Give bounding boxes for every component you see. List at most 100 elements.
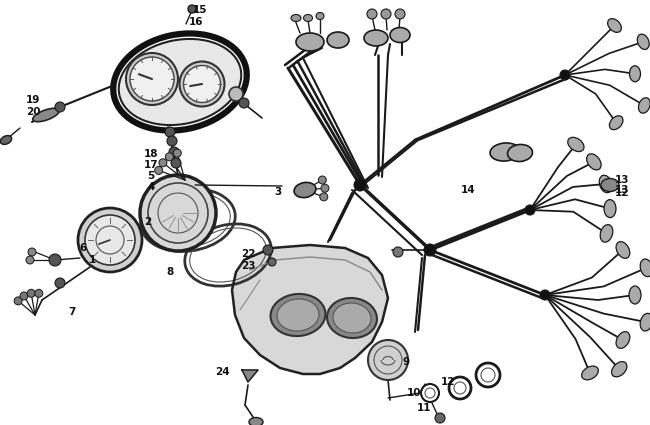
- Text: 19: 19: [26, 95, 40, 105]
- Circle shape: [174, 149, 181, 157]
- Ellipse shape: [600, 224, 613, 242]
- Text: 2: 2: [144, 217, 151, 227]
- Circle shape: [165, 153, 174, 161]
- Circle shape: [55, 102, 65, 112]
- Text: 16: 16: [188, 17, 203, 27]
- Circle shape: [560, 70, 570, 80]
- Circle shape: [393, 247, 403, 257]
- Ellipse shape: [608, 19, 621, 32]
- Text: 12: 12: [441, 377, 455, 387]
- Ellipse shape: [126, 53, 178, 105]
- Ellipse shape: [616, 242, 630, 258]
- Ellipse shape: [601, 178, 619, 192]
- Text: 20: 20: [26, 107, 40, 117]
- Text: 22: 22: [240, 249, 255, 259]
- Circle shape: [188, 5, 196, 13]
- Text: 4: 4: [148, 182, 155, 192]
- Ellipse shape: [291, 14, 301, 22]
- Text: 13: 13: [615, 185, 629, 195]
- Circle shape: [367, 9, 377, 19]
- Circle shape: [55, 278, 65, 288]
- Ellipse shape: [616, 332, 630, 348]
- Ellipse shape: [229, 87, 243, 101]
- Circle shape: [85, 215, 135, 265]
- Text: 1: 1: [88, 255, 96, 265]
- Ellipse shape: [183, 65, 220, 102]
- Ellipse shape: [294, 182, 316, 198]
- Text: 14: 14: [461, 185, 475, 195]
- Circle shape: [159, 159, 167, 167]
- Text: 5: 5: [148, 171, 155, 181]
- Text: 7: 7: [68, 307, 75, 317]
- Ellipse shape: [599, 175, 612, 193]
- Ellipse shape: [567, 137, 584, 152]
- Circle shape: [381, 9, 391, 19]
- Circle shape: [165, 127, 175, 137]
- Ellipse shape: [333, 303, 371, 333]
- Ellipse shape: [327, 298, 377, 338]
- Text: 3: 3: [274, 187, 281, 197]
- Polygon shape: [232, 245, 388, 374]
- Text: 13: 13: [615, 175, 629, 185]
- Ellipse shape: [364, 30, 388, 46]
- Circle shape: [424, 244, 436, 256]
- Ellipse shape: [637, 34, 649, 49]
- Circle shape: [14, 297, 22, 305]
- Circle shape: [239, 98, 249, 108]
- Circle shape: [395, 9, 405, 19]
- Ellipse shape: [249, 417, 263, 425]
- Ellipse shape: [390, 28, 410, 42]
- Text: 12: 12: [615, 188, 629, 198]
- Circle shape: [28, 248, 36, 256]
- Text: 9: 9: [402, 357, 410, 367]
- Ellipse shape: [612, 362, 627, 377]
- Ellipse shape: [130, 57, 174, 101]
- Text: 6: 6: [79, 243, 86, 253]
- Text: 17: 17: [144, 160, 159, 170]
- Circle shape: [318, 176, 326, 184]
- Ellipse shape: [296, 33, 324, 51]
- Circle shape: [26, 256, 34, 264]
- Circle shape: [321, 184, 329, 192]
- Text: 24: 24: [214, 367, 229, 377]
- Text: 11: 11: [417, 403, 431, 413]
- Ellipse shape: [587, 154, 601, 170]
- Ellipse shape: [640, 259, 650, 277]
- Circle shape: [155, 167, 162, 174]
- Ellipse shape: [32, 108, 59, 122]
- Text: 8: 8: [166, 267, 174, 277]
- Circle shape: [263, 245, 273, 255]
- Circle shape: [268, 258, 276, 266]
- Circle shape: [78, 208, 142, 272]
- Ellipse shape: [277, 299, 319, 331]
- Circle shape: [169, 147, 179, 157]
- Ellipse shape: [610, 116, 623, 130]
- Text: 23: 23: [240, 261, 255, 271]
- Circle shape: [525, 205, 535, 215]
- Circle shape: [140, 175, 216, 251]
- Ellipse shape: [270, 294, 326, 336]
- Ellipse shape: [638, 98, 650, 113]
- Ellipse shape: [327, 32, 349, 48]
- Ellipse shape: [0, 136, 12, 144]
- Text: 15: 15: [193, 5, 207, 15]
- Ellipse shape: [582, 366, 599, 380]
- Ellipse shape: [119, 39, 241, 125]
- Circle shape: [354, 179, 366, 191]
- Circle shape: [320, 193, 328, 201]
- Ellipse shape: [629, 286, 641, 304]
- Circle shape: [435, 413, 445, 423]
- Ellipse shape: [508, 144, 532, 162]
- Ellipse shape: [640, 313, 650, 331]
- Circle shape: [171, 158, 181, 168]
- Circle shape: [540, 290, 550, 300]
- Circle shape: [35, 289, 43, 298]
- Ellipse shape: [316, 12, 324, 20]
- Ellipse shape: [179, 62, 224, 107]
- Ellipse shape: [304, 14, 313, 22]
- Circle shape: [20, 292, 28, 300]
- Circle shape: [49, 254, 61, 266]
- Circle shape: [368, 340, 408, 380]
- Ellipse shape: [629, 66, 640, 82]
- Circle shape: [27, 289, 35, 298]
